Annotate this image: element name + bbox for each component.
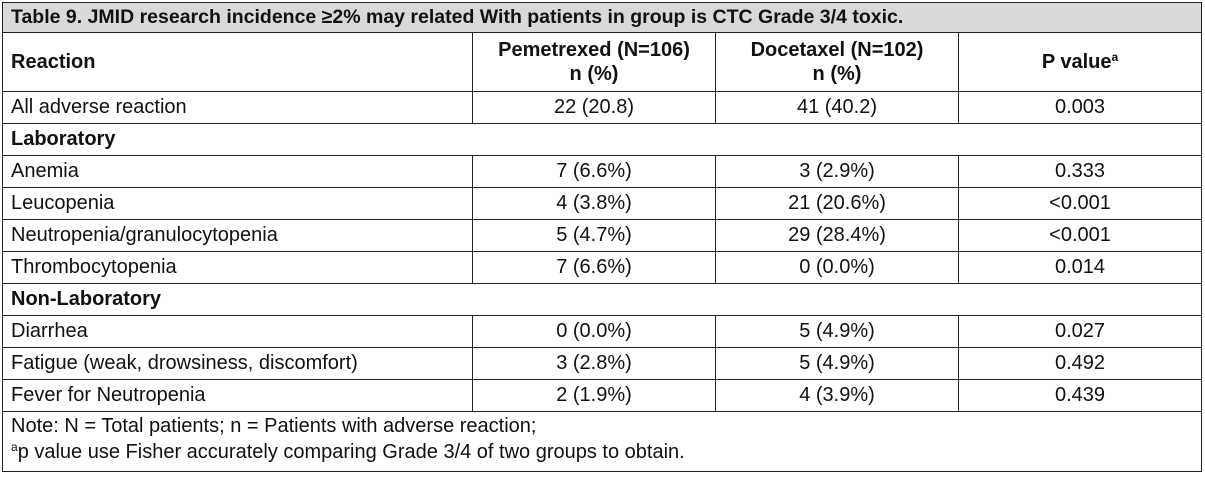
pvalue-cell: <0.001 [957, 219, 1203, 252]
header-pvalue-label: P value [1041, 51, 1112, 73]
note-line-2: p value use Fisher accurately comparing … [17, 441, 685, 463]
pemetrexed-cell: 2 (1.9%) [472, 379, 716, 412]
group-row: Laboratory [1, 123, 1203, 156]
reaction-cell: Fever for Neutropenia [2, 379, 473, 412]
header-docetaxel-line2: n (%) [812, 63, 862, 85]
reaction-cell: All adverse reaction [2, 91, 473, 124]
table-body: All adverse reaction 22 (20.8) 41 (40.2)… [1, 91, 1203, 412]
pvalue-cell: 0.027 [957, 315, 1203, 348]
pemetrexed-cell: 7 (6.6%) [472, 251, 716, 284]
table-row: Fever for Neutropenia 2 (1.9%) 4 (3.9%) … [2, 379, 1203, 412]
docetaxel-cell: 29 (28.4%) [715, 219, 959, 252]
table-row: Anemia 7 (6.6%) 3 (2.9%) 0.333 [2, 155, 1203, 188]
table-row: Diarrhea 0 (0.0%) 5 (4.9%) 0.027 [2, 315, 1203, 348]
header-row: Reaction Pemetrexed (N=106) n (%) Doceta… [2, 32, 1203, 92]
docetaxel-cell: 21 (20.6%) [715, 187, 959, 220]
pemetrexed-cell: 3 (2.8%) [472, 347, 716, 380]
pvalue-cell: <0.001 [957, 187, 1203, 220]
docetaxel-cell: 41 (40.2) [715, 91, 959, 124]
pvalue-cell: 0.003 [957, 91, 1203, 124]
table-row: Fatigue (weak, drowsiness, discomfort) 3… [2, 347, 1203, 380]
table-note: Note: N = Total patients; n = Patients w… [1, 411, 1203, 472]
docetaxel-cell: 0 (0.0%) [715, 251, 959, 284]
pvalue-cell: 0.492 [957, 347, 1203, 380]
reaction-cell: Diarrhea [2, 315, 473, 348]
table-row: Thrombocytopenia 7 (6.6%) 0 (0.0%) 0.014 [2, 251, 1203, 284]
docetaxel-cell: 5 (4.9%) [715, 315, 959, 348]
toxicity-table: Table 9. JMID research incidence ≥2% may… [1, 2, 1203, 472]
header-pemetrexed-line1: Pemetrexed (N=106) [498, 39, 690, 61]
pemetrexed-cell: 22 (20.8) [472, 91, 716, 124]
pemetrexed-cell: 5 (4.7%) [472, 219, 716, 252]
docetaxel-cell: 3 (2.9%) [715, 155, 959, 188]
reaction-cell: Fatigue (weak, drowsiness, discomfort) [2, 347, 473, 380]
group-row: Non-Laboratory [1, 283, 1203, 316]
pvalue-cell: 0.333 [957, 155, 1203, 188]
table-container: Table 9. JMID research incidence ≥2% may… [1, 2, 1203, 472]
docetaxel-cell: 5 (4.9%) [715, 347, 959, 380]
header-pvalue-footnote-marker: a [1111, 50, 1119, 64]
header-docetaxel-line1: Docetaxel (N=102) [750, 39, 924, 61]
header-pemetrexed-line2: n (%) [569, 63, 619, 85]
docetaxel-cell: 4 (3.9%) [715, 379, 959, 412]
group-label: Laboratory [1, 123, 1203, 156]
header-pemetrexed: Pemetrexed (N=106) n (%) [472, 32, 716, 92]
table-row: Neutropenia/granulocytopenia 5 (4.7%) 29… [2, 219, 1203, 252]
pemetrexed-cell: 4 (3.8%) [472, 187, 716, 220]
header-pvalue: P valuea [957, 32, 1203, 92]
reaction-cell: Leucopenia [2, 187, 473, 220]
note-line-1: Note: N = Total patients; n = Patients w… [11, 415, 537, 437]
table-caption: Table 9. JMID research incidence ≥2% may… [1, 2, 1203, 33]
header-docetaxel: Docetaxel (N=102) n (%) [715, 32, 959, 92]
pvalue-cell: 0.014 [957, 251, 1203, 284]
table-row: Leucopenia 4 (3.8%) 21 (20.6%) <0.001 [2, 187, 1203, 220]
table-row: All adverse reaction 22 (20.8) 41 (40.2)… [2, 91, 1203, 124]
group-label: Non-Laboratory [1, 283, 1203, 316]
reaction-cell: Neutropenia/granulocytopenia [2, 219, 473, 252]
note-footnote-marker: a [11, 440, 18, 454]
reaction-cell: Anemia [2, 155, 473, 188]
reaction-cell: Thrombocytopenia [2, 251, 473, 284]
header-reaction: Reaction [2, 32, 473, 92]
pvalue-cell: 0.439 [957, 379, 1203, 412]
pemetrexed-cell: 0 (0.0%) [472, 315, 716, 348]
pemetrexed-cell: 7 (6.6%) [472, 155, 716, 188]
